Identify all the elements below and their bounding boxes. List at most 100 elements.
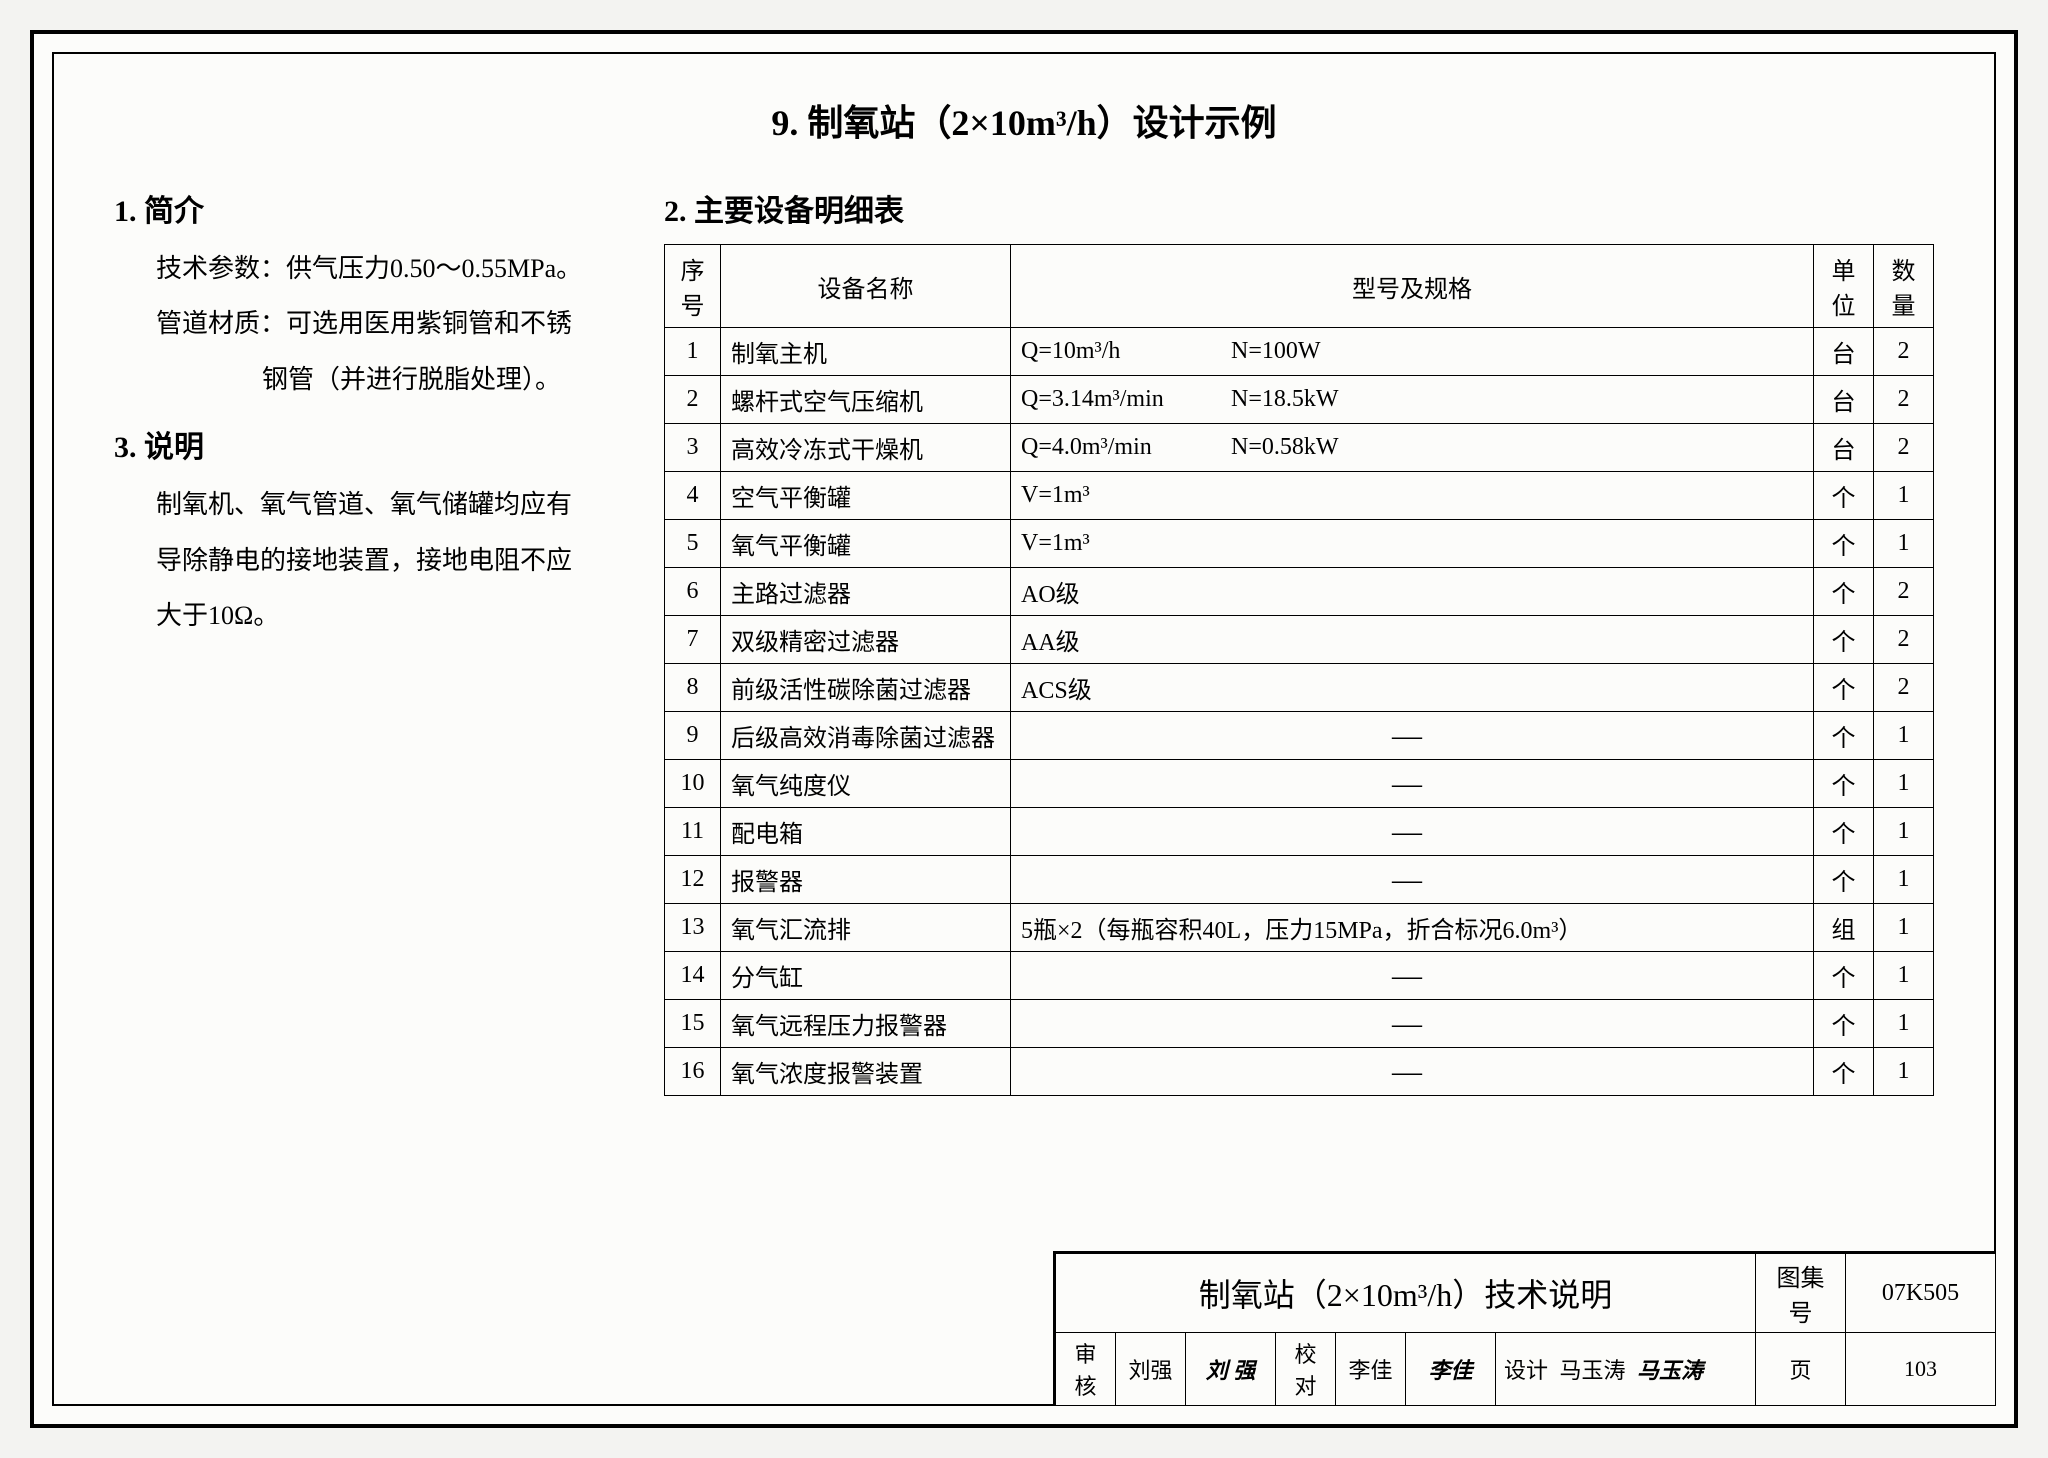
titleblock-review-label: 审核	[1056, 1333, 1116, 1406]
cell-spec: AA级	[1011, 616, 1814, 664]
table-row: 4空气平衡罐V=1m³个1	[665, 472, 1934, 520]
cell-unit: 个	[1814, 1048, 1874, 1096]
cell-spec: Q=3.14m³/minN=18.5kW	[1011, 376, 1814, 424]
cell-qty: 1	[1874, 520, 1934, 568]
table-header-row: 序号 设备名称 型号及规格 单位 数量	[665, 245, 1934, 328]
inner-frame: 9. 制氧站（2×10m³/h）设计示例 1. 简介 技术参数：供气压力0.50…	[52, 52, 1996, 1406]
cell-qty: 1	[1874, 472, 1934, 520]
section-2-heading: 2. 主要设备明细表	[664, 186, 1934, 230]
table-row: 6主路过滤器AO级个2	[665, 568, 1934, 616]
header-spec: 型号及规格	[1011, 245, 1814, 328]
cell-name: 氧气远程压力报警器	[721, 1000, 1011, 1048]
titleblock-check-label: 校对	[1276, 1333, 1336, 1406]
table-row: 15氧气远程压力报警器—个1	[665, 1000, 1934, 1048]
cell-name: 螺杆式空气压缩机	[721, 376, 1011, 424]
cell-name: 氧气浓度报警装置	[721, 1048, 1011, 1096]
section-3-line-3: 大于10Ω。	[156, 591, 624, 640]
cell-idx: 15	[665, 1000, 721, 1048]
cell-idx: 4	[665, 472, 721, 520]
cell-qty: 1	[1874, 1000, 1934, 1048]
cell-qty: 1	[1874, 808, 1934, 856]
cell-unit: 个	[1814, 952, 1874, 1000]
drawing-sheet: 9. 制氧站（2×10m³/h）设计示例 1. 简介 技术参数：供气压力0.50…	[30, 30, 2018, 1428]
cell-qty: 1	[1874, 952, 1934, 1000]
table-row: 2螺杆式空气压缩机Q=3.14m³/minN=18.5kW台2	[665, 376, 1934, 424]
header-qty: 数量	[1874, 245, 1934, 328]
cell-name: 前级活性碳除菌过滤器	[721, 664, 1011, 712]
section-1-line-3: 钢管（并进行脱脂处理）。	[262, 355, 624, 404]
cell-name: 分气缸	[721, 952, 1011, 1000]
table-row: 14分气缸—个1	[665, 952, 1934, 1000]
titleblock-designer: 马玉涛	[1560, 1358, 1626, 1383]
titleblock-reviewer-sig: 刘 强	[1186, 1333, 1276, 1406]
cell-name: 氧气平衡罐	[721, 520, 1011, 568]
table-row: 1制氧主机Q=10m³/hN=100W台2	[665, 328, 1934, 376]
cell-qty: 1	[1874, 1048, 1934, 1096]
section-1-line-2: 管道材质：可选用医用紫铜管和不锈	[156, 299, 624, 348]
cell-spec: V=1m³	[1011, 520, 1814, 568]
table-row: 8前级活性碳除菌过滤器ACS级个2	[665, 664, 1934, 712]
table-row: 3高效冷冻式干燥机Q=4.0m³/minN=0.58kW台2	[665, 424, 1934, 472]
header-name: 设备名称	[721, 245, 1011, 328]
cell-idx: 13	[665, 904, 721, 952]
cell-unit: 个	[1814, 760, 1874, 808]
cell-name: 后级高效消毒除菌过滤器	[721, 712, 1011, 760]
cell-idx: 6	[665, 568, 721, 616]
cell-idx: 12	[665, 856, 721, 904]
cell-unit: 台	[1814, 424, 1874, 472]
cell-qty: 2	[1874, 328, 1934, 376]
cell-spec: —	[1011, 712, 1814, 760]
cell-spec: —	[1011, 760, 1814, 808]
titleblock-set-label: 图集号	[1756, 1254, 1846, 1333]
cell-idx: 7	[665, 616, 721, 664]
cell-unit: 个	[1814, 472, 1874, 520]
header-idx: 序号	[665, 245, 721, 328]
cell-spec: Q=10m³/hN=100W	[1011, 328, 1814, 376]
cell-name: 双级精密过滤器	[721, 616, 1011, 664]
cell-spec: —	[1011, 952, 1814, 1000]
cell-name: 主路过滤器	[721, 568, 1011, 616]
main-title: 9. 制氧站（2×10m³/h）设计示例	[114, 94, 1934, 146]
table-row: 7双级精密过滤器AA级个2	[665, 616, 1934, 664]
cell-idx: 5	[665, 520, 721, 568]
cell-spec: 5瓶×2（每瓶容积40L，压力15MPa，折合标况6.0m³）	[1011, 904, 1814, 952]
titleblock-checker: 李佳	[1336, 1333, 1406, 1406]
cell-spec: ACS级	[1011, 664, 1814, 712]
cell-name: 报警器	[721, 856, 1011, 904]
cell-idx: 9	[665, 712, 721, 760]
cell-idx: 3	[665, 424, 721, 472]
cell-idx: 14	[665, 952, 721, 1000]
table-row: 12报警器—个1	[665, 856, 1934, 904]
section-3-heading: 3. 说明	[114, 422, 624, 466]
titleblock-page-label: 页	[1756, 1333, 1846, 1406]
equipment-table: 序号 设备名称 型号及规格 单位 数量 1制氧主机Q=10m³/hN=100W台…	[664, 244, 1934, 1096]
titleblock-title: 制氧站（2×10m³/h）技术说明	[1056, 1254, 1756, 1333]
cell-idx: 1	[665, 328, 721, 376]
titleblock-page-no: 103	[1846, 1333, 1996, 1406]
section-3-line-2: 导除静电的接地装置，接地电阻不应	[156, 536, 624, 585]
cell-name: 氧气汇流排	[721, 904, 1011, 952]
cell-qty: 1	[1874, 760, 1934, 808]
cell-qty: 2	[1874, 424, 1934, 472]
cell-unit: 台	[1814, 328, 1874, 376]
section-3-line-1: 制氧机、氧气管道、氧气储罐均应有	[156, 480, 624, 529]
table-row: 11配电箱—个1	[665, 808, 1934, 856]
cell-qty: 1	[1874, 904, 1934, 952]
cell-qty: 2	[1874, 568, 1934, 616]
cell-qty: 2	[1874, 616, 1934, 664]
cell-qty: 1	[1874, 712, 1934, 760]
cell-name: 配电箱	[721, 808, 1011, 856]
cell-unit: 个	[1814, 520, 1874, 568]
cell-qty: 2	[1874, 376, 1934, 424]
cell-qty: 1	[1874, 856, 1934, 904]
title-block: 制氧站（2×10m³/h）技术说明 图集号 07K505 审核 刘强 刘 强 校…	[1053, 1251, 1996, 1406]
cell-unit: 个	[1814, 808, 1874, 856]
table-row: 16氧气浓度报警装置—个1	[665, 1048, 1934, 1096]
titleblock-design-cell: 设计 马玉涛 马玉涛	[1496, 1333, 1756, 1406]
titleblock-set-no: 07K505	[1846, 1254, 1996, 1333]
titleblock-design-label: 设计	[1504, 1358, 1548, 1383]
cell-unit: 个	[1814, 712, 1874, 760]
cell-idx: 2	[665, 376, 721, 424]
titleblock-checker-sig: 李佳	[1406, 1333, 1496, 1406]
cell-spec: —	[1011, 808, 1814, 856]
